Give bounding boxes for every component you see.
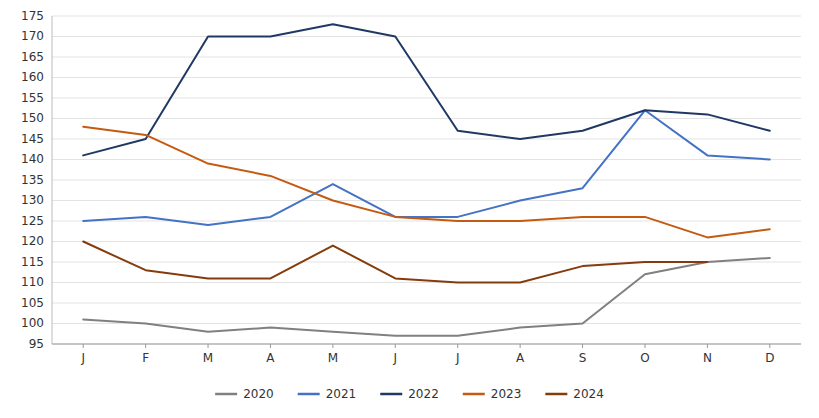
x-tick-label: N	[703, 351, 712, 365]
legend-label: 2023	[491, 387, 522, 401]
x-tick-label: M	[328, 351, 338, 365]
x-tick-label: F	[142, 351, 149, 365]
legend-item: 2024	[545, 387, 604, 401]
x-tick-label: A	[516, 351, 525, 365]
x-axis: JFMAMJJASOND	[52, 344, 801, 365]
legend-label: 2024	[573, 387, 604, 401]
grid-line	[52, 323, 801, 324]
legend-item: 2021	[298, 387, 357, 401]
x-tick	[83, 344, 84, 348]
x-tick-label: J	[393, 351, 398, 365]
legend-swatch	[215, 393, 237, 396]
x-tick	[332, 344, 333, 348]
chart-container: 95 100 105 110 115 120 125 130 135 140 145 150 155 16…	[0, 0, 819, 418]
y-tick-label: 130	[21, 193, 44, 207]
grid-line	[52, 77, 801, 78]
legend-item: 2022	[380, 387, 439, 401]
series-lines	[83, 24, 770, 336]
y-tick-label: 115	[21, 255, 44, 269]
y-tick-label: 135	[21, 173, 44, 187]
x-axis-line	[52, 344, 801, 345]
series-line	[83, 110, 770, 225]
legend-swatch	[463, 393, 485, 396]
y-axis: 95 100 105 110 115 120 125 130 135 140 145 150 155 16…	[21, 9, 801, 351]
y-tick-label: 140	[21, 152, 44, 166]
grid-line	[52, 303, 801, 304]
x-tick-label: A	[266, 351, 275, 365]
legend-label: 2022	[408, 387, 439, 401]
y-tick-label: 95	[29, 337, 44, 351]
y-tick-label: 150	[21, 111, 44, 125]
grid-line	[52, 36, 801, 37]
grid-line	[52, 180, 801, 181]
grid-line	[52, 200, 801, 201]
y-tick-label: 100	[21, 316, 44, 330]
legend-item: 2023	[463, 387, 522, 401]
x-tick-label: J	[455, 351, 460, 365]
legend-swatch	[545, 393, 567, 396]
y-tick-label: 110	[21, 275, 44, 289]
y-tick-label: 165	[21, 50, 44, 64]
y-tick-label: 155	[21, 91, 44, 105]
grid-line	[52, 282, 801, 283]
x-tick	[145, 344, 146, 348]
x-tick-label: S	[579, 351, 587, 365]
x-tick	[582, 344, 583, 348]
y-tick-label: 105	[21, 296, 44, 310]
series-line	[83, 127, 770, 238]
legend-item: 2020	[215, 387, 274, 401]
x-tick-label: J	[80, 351, 85, 365]
y-tick-label: 125	[21, 214, 44, 228]
x-tick-label: O	[640, 351, 649, 365]
chart-svg: 95 100 105 110 115 120 125 130 135 140 145 150 155 16…	[0, 0, 819, 418]
legend-label: 2020	[243, 387, 274, 401]
legend-swatch	[380, 393, 402, 396]
y-axis-line	[52, 16, 53, 344]
grid-line	[52, 139, 801, 140]
x-tick	[208, 344, 209, 348]
legend-label: 2021	[326, 387, 357, 401]
y-tick-label: 145	[21, 132, 44, 146]
x-tick	[457, 344, 458, 348]
x-tick	[520, 344, 521, 348]
grid-line	[52, 159, 801, 160]
legend: 2020 2021 2022 2023 2024	[215, 387, 604, 401]
y-tick-label: 170	[21, 29, 44, 43]
series-line	[83, 24, 770, 155]
series-line	[83, 242, 707, 283]
y-tick-label: 120	[21, 234, 44, 248]
y-tick-label: 160	[21, 70, 44, 84]
x-tick	[270, 344, 271, 348]
x-tick	[707, 344, 708, 348]
grid-line	[52, 16, 801, 17]
grid-line	[52, 241, 801, 242]
x-tick-label: D	[765, 351, 774, 365]
x-tick-label: M	[203, 351, 213, 365]
grid-line	[52, 344, 801, 345]
x-tick	[644, 344, 645, 348]
grid-line	[52, 57, 801, 58]
grid-line	[52, 118, 801, 119]
x-tick	[395, 344, 396, 348]
grid-line	[52, 221, 801, 222]
grid-line	[52, 98, 801, 99]
series-line	[83, 258, 770, 336]
y-tick-label: 175	[21, 9, 44, 23]
legend-swatch	[298, 393, 320, 396]
x-tick	[769, 344, 770, 348]
